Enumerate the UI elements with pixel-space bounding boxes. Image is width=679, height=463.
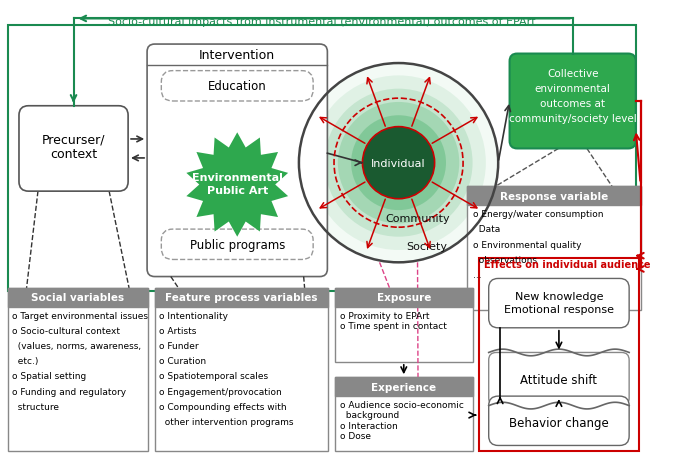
Text: Public Art: Public Art [206, 186, 268, 196]
Text: outcomes at: outcomes at [540, 99, 605, 109]
FancyBboxPatch shape [489, 396, 629, 445]
Text: o Proximity to EPArt
o Time spent in contact: o Proximity to EPArt o Time spent in con… [340, 311, 447, 331]
Circle shape [363, 128, 434, 198]
Text: Response variable: Response variable [500, 192, 608, 201]
Text: etc.): etc.) [12, 357, 39, 365]
Text: Intervention: Intervention [199, 49, 275, 62]
Text: Environmental: Environmental [191, 173, 282, 182]
Text: o Spatiotemporal scales: o Spatiotemporal scales [160, 372, 269, 381]
Text: Precurser/: Precurser/ [42, 133, 105, 146]
FancyBboxPatch shape [489, 279, 629, 328]
Text: o Audience socio-economic
  background
o Interaction
o Dose: o Audience socio-economic background o I… [340, 400, 464, 440]
Bar [7, 288, 148, 451]
Text: o Target environmental issues: o Target environmental issues [12, 311, 148, 320]
Text: Behavior change: Behavior change [509, 416, 609, 429]
Circle shape [311, 76, 486, 250]
Text: environmental: environmental [535, 83, 610, 94]
Text: Socio-cultural impacts from instrumental (environmental) outcomes of EPArt: Socio-cultural impacts from instrumental… [109, 17, 536, 26]
Text: other intervention programs: other intervention programs [160, 417, 294, 426]
Text: Individual: Individual [371, 158, 426, 169]
Text: Experience: Experience [371, 382, 437, 392]
Circle shape [338, 103, 459, 224]
Text: o Socio-cultural context: o Socio-cultural context [12, 326, 120, 335]
Text: Public programs: Public programs [189, 238, 285, 251]
Text: structure: structure [12, 402, 59, 411]
Text: Emotional response: Emotional response [504, 304, 614, 314]
Text: context: context [50, 147, 97, 160]
Bar [7, 288, 148, 307]
Text: o Compounding effects with: o Compounding effects with [160, 402, 287, 411]
FancyBboxPatch shape [162, 71, 313, 102]
Text: Community: Community [385, 213, 450, 223]
Text: Data: Data [473, 225, 500, 234]
Text: Attitude shift: Attitude shift [520, 373, 598, 386]
Text: Exposure: Exposure [377, 293, 431, 303]
Text: New knowledge: New knowledge [515, 291, 603, 301]
FancyBboxPatch shape [147, 45, 327, 277]
Text: o Energy/water consumption: o Energy/water consumption [473, 210, 603, 219]
Text: Collective: Collective [547, 69, 598, 78]
Text: o Artists: o Artists [160, 326, 197, 335]
Text: Social variables: Social variables [31, 293, 124, 303]
Bar [467, 187, 640, 206]
Circle shape [299, 64, 498, 263]
Bar [467, 187, 640, 310]
Text: ...: ... [473, 270, 481, 279]
Bar [335, 377, 473, 396]
Text: o Intentionality: o Intentionality [160, 311, 228, 320]
Text: Society: Society [407, 242, 447, 251]
FancyBboxPatch shape [489, 353, 629, 406]
Bar [155, 288, 329, 307]
Polygon shape [186, 133, 288, 237]
Circle shape [363, 127, 435, 199]
Text: o Funder: o Funder [160, 341, 199, 350]
Text: Feature process variables: Feature process variables [165, 293, 318, 303]
Text: o Spatial setting: o Spatial setting [12, 372, 87, 381]
Text: observations: observations [473, 255, 536, 264]
Text: (values, norms, awareness,: (values, norms, awareness, [12, 341, 141, 350]
Text: o Curation: o Curation [160, 357, 206, 365]
FancyBboxPatch shape [509, 55, 636, 149]
Text: o Funding and regulatory: o Funding and regulatory [12, 387, 126, 396]
FancyBboxPatch shape [19, 106, 128, 192]
Text: o Engagement/provocation: o Engagement/provocation [160, 387, 282, 396]
Bar [479, 258, 639, 451]
Bar [335, 288, 473, 307]
Bar [155, 288, 329, 451]
Bar [7, 26, 636, 291]
Text: Effects on individual audience: Effects on individual audience [484, 260, 650, 270]
Bar [335, 288, 473, 362]
Text: Education: Education [208, 80, 267, 93]
Bar [335, 377, 473, 451]
FancyBboxPatch shape [162, 230, 313, 260]
Circle shape [325, 89, 473, 237]
Text: community/society level: community/society level [509, 114, 636, 124]
Circle shape [351, 116, 446, 211]
Text: o Environmental quality: o Environmental quality [473, 240, 581, 249]
